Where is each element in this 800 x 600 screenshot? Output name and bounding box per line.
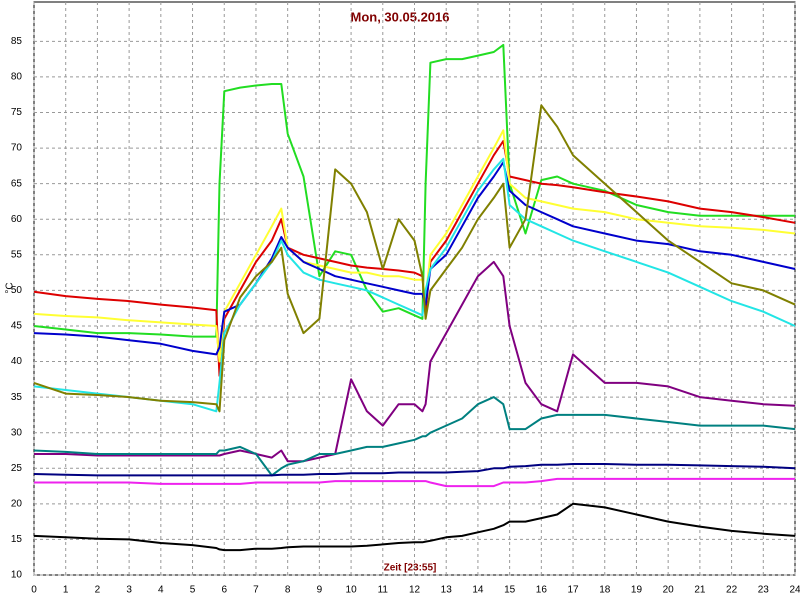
x-tick-label: 6 [221, 585, 227, 596]
series-line [33, 502, 796, 552]
x-tick-label: 20 [663, 585, 675, 596]
x-tick-label: 23 [758, 585, 770, 596]
y-tick-label: 65 [11, 178, 23, 189]
x-tick-label: 18 [599, 585, 611, 596]
x-tick-label: 17 [567, 585, 579, 596]
y-tick-label: 35 [11, 392, 23, 403]
x-tick-label: 0 [31, 585, 37, 596]
x-tick-label: 10 [346, 585, 358, 596]
y-tick-label: 55 [11, 249, 23, 260]
x-tick-label: 11 [378, 585, 389, 596]
y-tick-label: 10 [11, 570, 23, 581]
series-line [33, 43, 795, 338]
y-tick-label: 70 [11, 143, 23, 154]
y-tick-label: 60 [11, 214, 23, 225]
x-tick-label: 4 [158, 585, 164, 596]
x-tick-label: 22 [726, 585, 738, 596]
x-tick-label: 3 [126, 585, 132, 596]
x-tick-label: 2 [95, 585, 101, 596]
y-tick-label: 50 [11, 285, 23, 296]
y-tick-label: 15 [11, 534, 23, 545]
y-tick-label: 45 [11, 321, 23, 332]
x-tick-label: 1 [63, 585, 69, 596]
x-tick-label: 13 [441, 585, 453, 596]
chart-title: Mon, 30.05.2016 [351, 9, 450, 24]
x-tick-label: 15 [504, 585, 516, 596]
x-tick-label: 12 [409, 585, 421, 596]
y-tick-label: 30 [11, 427, 23, 438]
y-axis-label: °C [5, 282, 16, 293]
x-tick-label: 7 [253, 585, 259, 596]
x-tick-label: 9 [317, 585, 323, 596]
y-tick-label: 80 [11, 72, 23, 83]
x-tick-label: 21 [694, 585, 706, 596]
series-line [34, 260, 796, 463]
x-tick-label: 16 [536, 585, 548, 596]
x-tick-label: 8 [285, 585, 291, 596]
y-tick-label: 20 [11, 498, 23, 509]
y-tick-label: 75 [11, 107, 23, 118]
y-tick-label: 40 [11, 356, 23, 367]
x-tick-label: 24 [789, 585, 800, 596]
series-line [33, 129, 796, 363]
series-line [33, 463, 796, 477]
series-line [33, 161, 796, 356]
series-line [33, 140, 796, 377]
x-tick-label: 14 [472, 585, 484, 596]
series-line [34, 477, 795, 488]
y-tick-label: 25 [11, 463, 23, 474]
series-line [33, 104, 796, 413]
x-tick-label: 5 [190, 585, 196, 596]
x-axis-label: Zeit [23:55] [384, 563, 437, 574]
y-tick-label: 85 [11, 36, 23, 47]
series-line [33, 157, 796, 413]
x-tick-label: 19 [631, 585, 643, 596]
series-line [33, 396, 796, 477]
